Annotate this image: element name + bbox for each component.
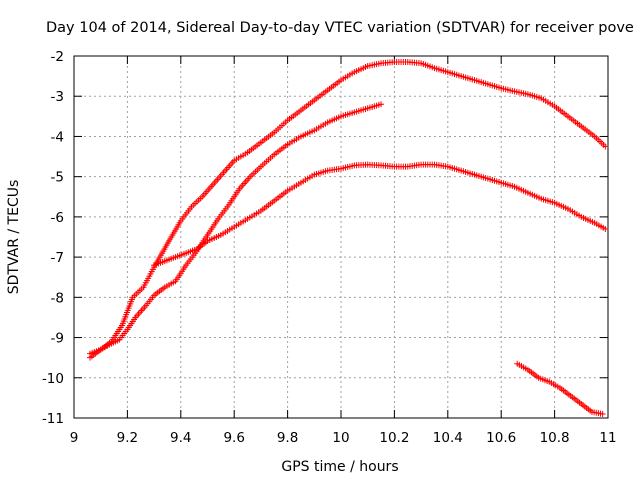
x-tick-label: 9.8 [277,430,298,446]
series-track-b [87,101,385,357]
x-tick-label: 9.4 [170,430,191,446]
y-axis-label: SDTVAR / TECUs [6,180,22,295]
data-point [602,225,609,232]
x-tick-label: 9 [70,430,79,446]
y-tick-label: -7 [51,250,64,266]
data-point [602,143,609,150]
y-tick-label: -2 [51,49,64,65]
x-tick-labels: 9 9.2 9.4 9.6 9.8 10 10.2 10.4 10.6 10.8 11 [70,430,617,446]
data-point [599,410,606,417]
y-tick-label: -6 [51,210,64,226]
x-tick-label: 10.6 [486,430,516,446]
chart-title: Day 104 of 2014, Sidereal Day-to-day VTE… [46,20,634,36]
y-tick-labels: -2 -3 -4 -5 -6 -7 -8 -9 -10 -11 [42,49,64,427]
y-tick-label: -10 [42,371,64,387]
axis-ticks [73,55,609,419]
x-tick-label: 10.4 [433,430,463,446]
y-tick-label: -5 [51,170,64,186]
x-axis-label: GPS time / hours [281,459,398,475]
x-tick-label: 10.2 [379,430,409,446]
x-tick-label: 11 [599,430,616,446]
y-tick-label: -8 [51,290,64,306]
x-tick-label: 10.8 [540,430,570,446]
y-tick-label: -9 [51,331,64,347]
series-track-c [151,161,609,269]
x-tick-label: 10 [332,430,349,446]
series-track-d [514,360,606,417]
y-tick-label: -11 [42,411,64,427]
series-track-a [87,59,609,361]
grid [74,56,608,418]
data-point [378,101,385,108]
x-tick-label: 9.2 [117,430,138,446]
y-tick-label: -3 [51,89,64,105]
y-tick-label: -4 [51,129,64,145]
data-points [87,59,609,417]
x-tick-label: 9.6 [223,430,244,446]
